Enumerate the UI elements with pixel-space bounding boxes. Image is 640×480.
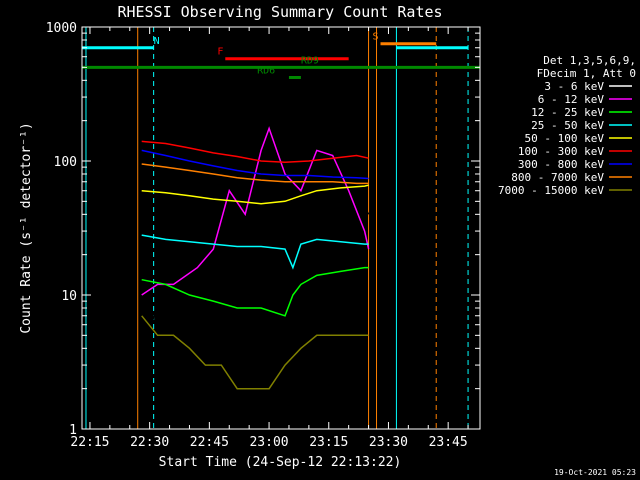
y-axis-label: Count Rate (s⁻¹ detector⁻¹) bbox=[19, 122, 34, 333]
legend-header-1: Det 1,3,5,6,9, bbox=[543, 54, 636, 67]
legend-label-9: 7000 - 15000 keV bbox=[498, 184, 604, 197]
x-tick-label-6: 23:30 bbox=[369, 435, 408, 450]
footer-date: 19-Oct-2021 05:23 bbox=[554, 468, 636, 477]
segment-label-5: RD9 bbox=[301, 55, 319, 66]
segment-label-1: N bbox=[154, 36, 160, 47]
x-tick-label-2: 22:30 bbox=[130, 435, 169, 450]
series-line-6 bbox=[141, 140, 369, 163]
series-line-7 bbox=[141, 149, 369, 180]
series-line-4 bbox=[141, 234, 369, 270]
y-axis: 1 10 100 1000 bbox=[46, 21, 480, 438]
series-line-8 bbox=[141, 163, 369, 185]
x-axis-label: Start Time (24-Sep-12 22:13:22) bbox=[159, 455, 402, 470]
x-tick-label-1: 22:15 bbox=[70, 435, 109, 450]
plot-frame bbox=[81, 26, 481, 430]
segment-label-4: F bbox=[217, 47, 223, 58]
overlay-lines bbox=[85, 27, 469, 429]
series-line-9 bbox=[141, 315, 369, 390]
series-line-2 bbox=[141, 126, 370, 296]
legend-label-3: 12 - 25 keV bbox=[531, 106, 604, 119]
legend-label-5: 50 - 100 keV bbox=[525, 132, 605, 145]
legend-label-4: 25 - 50 keV bbox=[531, 119, 604, 132]
segment-layer: N S F RD9 RD6 bbox=[82, 32, 480, 79]
series-layer bbox=[140, 126, 370, 390]
x-tick-label-3: 22:45 bbox=[190, 435, 229, 450]
legend-label-1: 3 - 6 keV bbox=[544, 80, 604, 93]
segment-label-3: S bbox=[373, 32, 379, 43]
chart-title: RHESSI Observing Summary Count Rates bbox=[117, 3, 442, 21]
segment-label-6: RD6 bbox=[257, 65, 275, 76]
y-tick-label-4: 1000 bbox=[46, 21, 77, 36]
legend-header-2: FDecim 1, Att 0 bbox=[537, 67, 636, 80]
y-tick-label-3: 100 bbox=[54, 155, 77, 170]
legend-label-7: 300 - 800 keV bbox=[518, 158, 604, 171]
x-tick-label-7: 23:45 bbox=[429, 435, 468, 450]
series-line-1 bbox=[140, 140, 370, 366]
series-line-3 bbox=[141, 266, 369, 317]
legend: Det 1,3,5,6,9,FDecim 1, Att 03 - 6 keV6 … bbox=[498, 54, 636, 197]
x-axis: 22:15 22:30 22:45 23:00 23:15 23:30 23:45 bbox=[70, 27, 469, 450]
x-tick-label-4: 23:00 bbox=[249, 435, 288, 450]
y-tick-label-2: 10 bbox=[61, 289, 77, 304]
series-line-5 bbox=[141, 184, 369, 205]
legend-label-8: 800 - 7000 keV bbox=[511, 171, 604, 184]
y-tick-label-1: 1 bbox=[69, 423, 77, 438]
legend-label-6: 100 - 300 keV bbox=[518, 145, 604, 158]
x-tick-label-5: 23:15 bbox=[309, 435, 348, 450]
legend-label-2: 6 - 12 keV bbox=[538, 93, 605, 106]
